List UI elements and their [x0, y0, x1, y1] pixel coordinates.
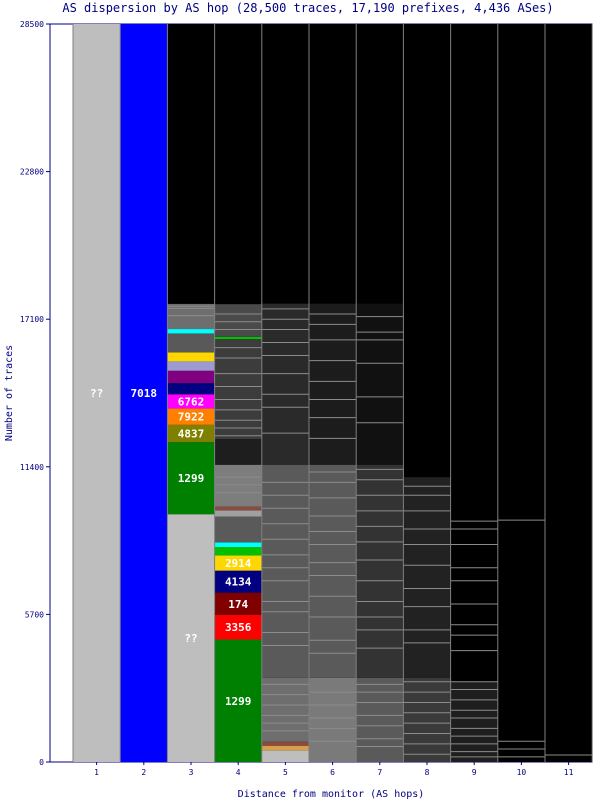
segment-hop-5-minor: [261, 464, 309, 678]
y-axis-label: Number of traces: [4, 345, 15, 441]
segment-hop-5-minor: [261, 745, 309, 751]
segment-hop-4-minor: [214, 304, 262, 337]
segment-label: 4134: [225, 576, 252, 589]
segment-hop-1-as-unknownunknown: [73, 24, 121, 762]
segment-hop-4-as-1299: [214, 639, 262, 762]
segment-hop-7-minor: [356, 677, 404, 762]
segment-hop-4-minor: [214, 336, 262, 340]
segment-hop-4-minor: [214, 547, 262, 556]
x-tick-label: 3: [189, 768, 194, 777]
segment-hop-4-minor: [214, 516, 262, 543]
segment-label: 4837: [178, 428, 205, 441]
y-tick-label: 5700: [25, 610, 44, 619]
segment-hop-3-minor: [167, 329, 215, 334]
segment-hop-4-as-174: [214, 592, 262, 615]
segment-hop-5-minor: [261, 677, 309, 742]
segment-hop-3-minor: [167, 370, 215, 384]
y-tick-label: 22800: [20, 168, 44, 177]
segment-hop-4-as-2914: [214, 555, 262, 571]
segment-hop-4-as-4134: [214, 570, 262, 593]
segment-hop-3-minor: [167, 352, 215, 362]
segment-hop-3-as-6762: [167, 394, 215, 409]
segment-label: 3356: [225, 621, 252, 634]
x-tick-label: 11: [564, 768, 574, 777]
segment-hop-4-minor: [214, 339, 262, 440]
segment-hop-3-minor: [167, 303, 215, 330]
segment-hop-3-as-unknownunknown: [167, 514, 215, 762]
segment-hop-8-minor: [403, 477, 451, 678]
x-tick-label: 9: [472, 768, 477, 777]
segment-hop-4-minor: [214, 439, 262, 465]
segment-hop-5-minor: [261, 741, 309, 746]
segment-hop-3-minor: [167, 383, 215, 395]
x-tick-label: 6: [330, 768, 335, 777]
x-tick-label: 5: [283, 768, 288, 777]
segment-hop-3-as-4837: [167, 424, 215, 443]
segment-hop-6-minor: [309, 303, 357, 465]
x-tick-label: 2: [141, 768, 146, 777]
x-axis-label: Distance from monitor (AS hops): [238, 789, 425, 800]
segment-hop-3-as-7922: [167, 408, 215, 425]
plot-area: ?? 7018?? 1299 4837 7922 6762 1299 3356 174 4134 2…: [49, 23, 593, 763]
segment-label: ??: [90, 387, 103, 400]
segment-hop-2-as-7018: [120, 24, 168, 762]
segment-hop-4-minor: [214, 542, 262, 548]
segment-hop-3-as-1299: [167, 442, 215, 515]
y-tick-label: 0: [39, 758, 44, 767]
segment-label: 6762: [178, 395, 205, 408]
segment-hop-8-minor: [403, 677, 451, 762]
x-tick-label: 4: [236, 768, 241, 777]
segment-hop-3-minor: [167, 361, 215, 371]
segment-hop-4-minor: [214, 506, 262, 511]
x-tick-label: 10: [517, 768, 527, 777]
x-tick-label: 7: [377, 768, 382, 777]
segment-hop-7-minor: [356, 303, 404, 465]
y-tick-label: 17100: [20, 315, 44, 324]
x-tick-label: 1: [94, 768, 99, 777]
segment-hop-6-minor: [309, 677, 357, 762]
y-tick-label: 11400: [20, 463, 44, 472]
segment-label: ??: [184, 632, 197, 645]
segment-hop-4-minor: [214, 464, 262, 507]
segment-label: 7922: [178, 411, 205, 424]
chart-title: AS dispersion by AS hop (28,500 traces, …: [62, 1, 553, 15]
segment-hop-6-minor: [309, 464, 357, 678]
segment-label: 7018: [131, 387, 158, 400]
x-axis: 1 2 3 4 5 6 7 8 9 10 11: [94, 762, 574, 777]
y-tick-label: 28500: [20, 20, 44, 29]
y-axis: 0 5700 11400 17100 22800 28500: [20, 20, 50, 767]
segment-hop-5-minor: [261, 750, 309, 762]
segment-label: 174: [228, 598, 248, 611]
segment-label: 1299: [178, 472, 205, 485]
x-tick-label: 8: [425, 768, 430, 777]
segment-hop-5-minor: [261, 303, 309, 465]
segment-hop-7-minor: [356, 464, 404, 678]
segment-label: 1299: [225, 695, 252, 708]
segment-hop-3-minor: [167, 333, 215, 353]
segment-hop-4-minor: [214, 510, 262, 517]
segment-label: 2914: [225, 557, 252, 570]
segment-hop-9-minor: [450, 681, 498, 762]
segment-hop-4-as-3356: [214, 614, 262, 640]
